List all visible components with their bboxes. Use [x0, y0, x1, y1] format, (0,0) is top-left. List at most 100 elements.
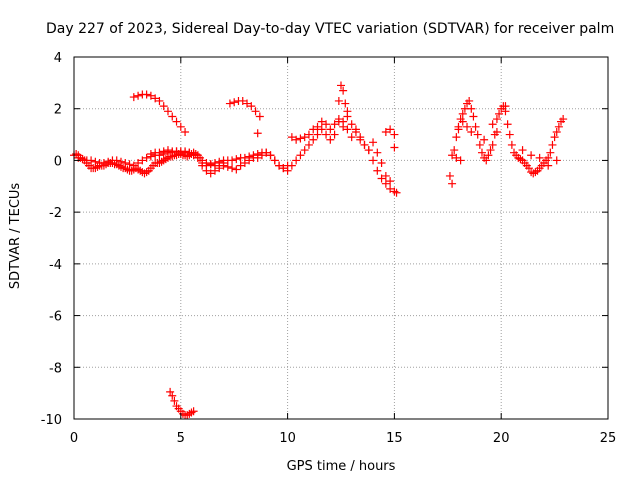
data-point — [313, 130, 322, 139]
data-point — [392, 188, 401, 197]
data-point — [369, 156, 378, 165]
data-point — [373, 148, 382, 157]
data-point — [339, 117, 348, 126]
data-point — [356, 133, 365, 142]
data-point — [304, 140, 313, 149]
data-point — [206, 169, 215, 178]
data-point — [488, 140, 497, 149]
data-point — [116, 157, 125, 166]
data-point — [146, 91, 155, 100]
data-point — [445, 171, 454, 180]
data-point — [193, 153, 202, 162]
data-point — [176, 122, 185, 131]
data-point — [452, 133, 461, 142]
data-point — [548, 140, 557, 149]
data-point — [159, 147, 168, 156]
data-point — [550, 133, 559, 142]
data-point — [486, 146, 495, 155]
data-point — [322, 120, 331, 129]
data-point — [279, 164, 288, 173]
axis-ticks: 0 5 10 15 20 25 -10 -8 -6 -4 -2 0 2 4 — [41, 51, 617, 446]
data-point — [159, 102, 168, 111]
data-point — [181, 147, 190, 156]
data-point — [232, 155, 241, 164]
data-point — [236, 161, 245, 170]
data-point — [469, 112, 478, 121]
data-point — [93, 162, 102, 171]
data-point — [339, 86, 348, 95]
data-point — [322, 130, 331, 139]
data-point — [228, 164, 237, 173]
data-point — [480, 135, 489, 144]
data-point — [155, 96, 164, 105]
data-point — [283, 161, 292, 170]
data-point — [471, 122, 480, 131]
data-point — [112, 156, 121, 165]
data-point — [507, 140, 516, 149]
data-point — [215, 157, 224, 166]
data-point — [296, 151, 305, 160]
data-point — [546, 148, 555, 157]
data-point — [134, 91, 143, 100]
data-point — [467, 127, 476, 136]
data-point — [142, 153, 151, 162]
data-point — [386, 184, 395, 193]
y-tick-label: -6 — [49, 310, 62, 325]
data-point — [125, 160, 134, 169]
data-point — [516, 155, 525, 164]
data-point — [181, 127, 190, 136]
x-tick-label: 0 — [70, 431, 78, 446]
data-point — [347, 133, 356, 142]
data-point — [544, 161, 553, 170]
data-point — [458, 117, 467, 126]
data-point — [138, 156, 147, 165]
data-point — [531, 168, 540, 177]
data-point — [146, 149, 155, 158]
chart-title: Day 227 of 2023, Sidereal Day-to-day VTE… — [46, 21, 614, 37]
data-point — [360, 140, 369, 149]
data-point — [326, 125, 335, 134]
data-point — [168, 391, 177, 400]
data-point — [475, 140, 484, 149]
data-point — [386, 177, 395, 186]
data-point — [341, 99, 350, 108]
data-point — [343, 125, 352, 134]
data-point — [251, 107, 260, 116]
data-point — [176, 148, 185, 157]
data-point — [495, 109, 504, 118]
x-tick-label: 15 — [386, 431, 403, 446]
data-point — [559, 115, 568, 124]
data-point — [503, 120, 512, 129]
data-point — [544, 153, 553, 162]
data-point — [452, 153, 461, 162]
data-point — [185, 148, 194, 157]
data-point — [163, 146, 172, 155]
data-point — [300, 146, 309, 155]
data-point — [484, 151, 493, 160]
data-point — [163, 107, 172, 116]
data-point — [87, 156, 96, 165]
data-point — [381, 171, 390, 180]
data-point — [518, 146, 527, 155]
data-point — [172, 117, 181, 126]
data-point — [219, 156, 228, 165]
y-axis-label: SDTVAR / TECUs — [8, 183, 23, 290]
data-point — [309, 125, 318, 134]
data-point — [91, 157, 100, 166]
y-tick-label: -10 — [41, 413, 62, 428]
y-tick-label: -2 — [49, 206, 62, 221]
data-point — [373, 166, 382, 175]
y-tick-label: 0 — [54, 154, 62, 169]
data-point — [304, 130, 313, 139]
data-point — [189, 149, 198, 158]
data-point — [456, 156, 465, 165]
x-tick-label: 10 — [279, 431, 296, 446]
data-point — [262, 148, 271, 157]
data-point — [552, 156, 561, 165]
data-point — [78, 155, 87, 164]
data-point — [72, 149, 81, 158]
data-point — [330, 120, 339, 129]
data-point — [343, 107, 352, 116]
data-point — [121, 159, 130, 168]
data-point — [99, 159, 108, 168]
